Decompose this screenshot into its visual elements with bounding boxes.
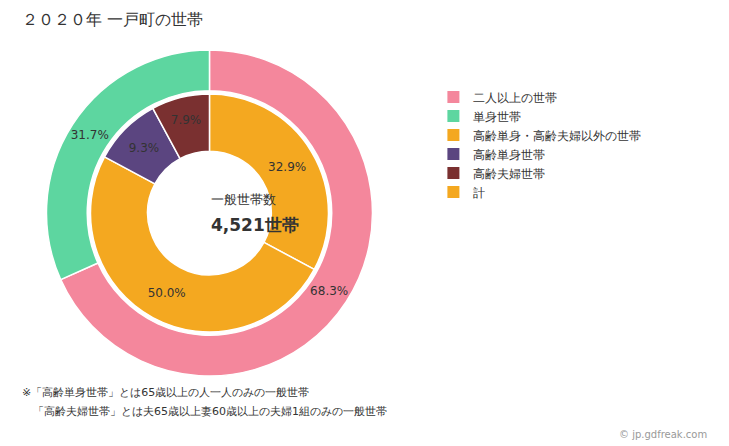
svg-text:7.9%: 7.9% [171,113,202,127]
svg-text:高齢単身世帯: 高齢単身世帯 [473,148,545,162]
svg-text:50.0%: 50.0% [148,286,186,300]
svg-text:© jp.gdfreak.com: © jp.gdfreak.com [619,429,707,440]
svg-text:「高齢夫婦世帯」とは夫65歳以上妻60歳以上の夫婦1組のみの: 「高齢夫婦世帯」とは夫65歳以上妻60歳以上の夫婦1組のみの一般世帯 [22,405,387,418]
svg-text:9.3%: 9.3% [129,141,160,155]
svg-text:68.3%: 68.3% [310,284,348,298]
svg-text:4,521世帯: 4,521世帯 [211,215,299,235]
svg-text:一般世帯数: 一般世帯数 [211,192,276,207]
svg-text:二人以上の世帯: 二人以上の世帯 [473,91,557,105]
svg-text:※「高齢単身世帯」とは65歳以上の人一人のみの一般世帯: ※「高齢単身世帯」とは65歳以上の人一人のみの一般世帯 [22,386,309,399]
svg-text:32.9%: 32.9% [268,160,306,174]
svg-text:単身世帯: 単身世帯 [473,110,521,124]
svg-text:２０２０年 一戸町の世帯: ２０２０年 一戸町の世帯 [22,10,203,29]
svg-text:31.7%: 31.7% [71,128,109,142]
svg-text:高齢単身・高齢夫婦以外の世帯: 高齢単身・高齢夫婦以外の世帯 [473,129,641,143]
svg-text:計: 計 [473,186,485,200]
svg-text:高齢夫婦世帯: 高齢夫婦世帯 [473,167,545,181]
